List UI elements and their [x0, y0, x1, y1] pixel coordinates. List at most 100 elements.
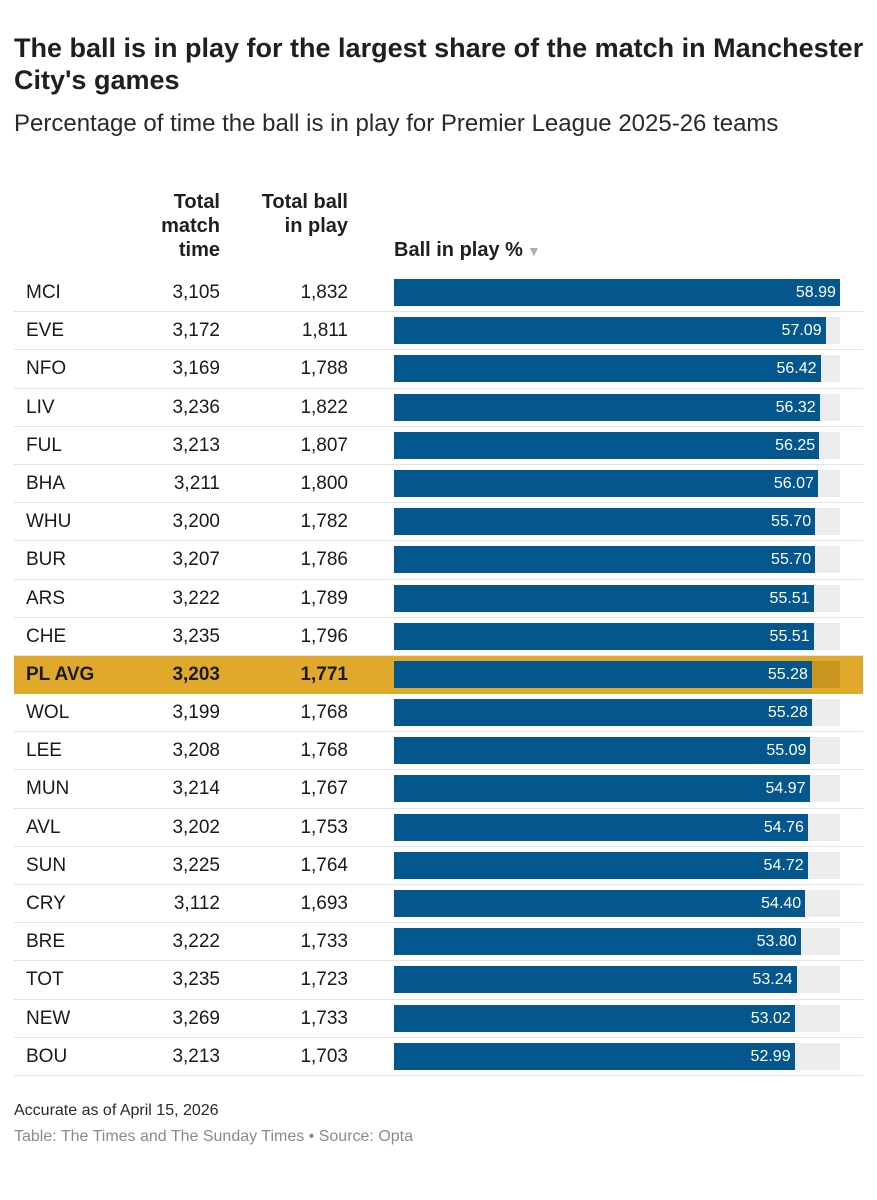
bar: 54.97 [394, 775, 810, 803]
sort-descending-icon[interactable]: ▼ [526, 243, 541, 259]
table-row: TOT 3,235 1,723 53.24 [14, 961, 863, 1000]
bar: 56.42 [394, 355, 821, 383]
column-header-ball-in-play-pct[interactable]: Ball in play % ▼ [394, 238, 694, 263]
team-name: CHE [26, 625, 67, 647]
table-row: BOU 3,213 1,703 52.99 [14, 1038, 863, 1076]
team-name: LIV [26, 396, 55, 418]
table-row: CHE 3,235 1,796 55.51 [14, 618, 863, 656]
table-row: BHA 3,211 1,800 56.07 [14, 465, 863, 504]
match-time-value: 3,207 [172, 549, 220, 571]
team-name: WHU [26, 511, 72, 533]
bar-track: 54.72 [394, 851, 840, 879]
team-name: NFO [26, 358, 67, 380]
table-row: NFO 3,169 1,788 56.42 [14, 350, 863, 389]
match-time-value: 3,225 [172, 854, 220, 876]
ball-in-play-value: 1,796 [300, 625, 348, 647]
bar-value-label: 55.70 [771, 513, 812, 531]
ball-in-play-value: 1,789 [300, 587, 348, 609]
bar-value-label: 56.32 [775, 398, 816, 416]
bar: 55.51 [394, 584, 814, 612]
table-row: EVE 3,172 1,811 57.09 [14, 312, 863, 351]
bar: 53.80 [394, 928, 801, 956]
bar: 55.70 [394, 508, 816, 536]
bar-track: 56.07 [394, 469, 840, 497]
bar: 54.72 [394, 851, 808, 879]
bar-track: 55.70 [394, 508, 840, 536]
column-header-pct-label: Ball in play % [394, 239, 523, 261]
team-name: WOL [26, 702, 70, 724]
bar: 56.07 [394, 469, 818, 497]
team-name: MUN [26, 778, 70, 800]
match-time-value: 3,199 [172, 702, 220, 724]
bar: 58.99 [394, 279, 840, 306]
bar: 55.70 [394, 546, 816, 574]
match-time-value: 3,211 [173, 472, 220, 494]
team-name: LEE [26, 740, 62, 762]
bar: 53.02 [394, 1004, 795, 1032]
table-row: WHU 3,200 1,782 55.70 [14, 503, 863, 542]
chart-title: The ball is in play for the largest shar… [14, 33, 864, 95]
ball-in-play-value: 1,753 [300, 816, 348, 838]
ball-in-play-value: 1,807 [300, 434, 348, 456]
ball-in-play-value: 1,811 [301, 320, 348, 342]
table-row-average: PL AVG 3,203 1,771 55.28 [14, 655, 863, 695]
match-time-value: 3,235 [172, 969, 220, 991]
bar-value-label: 54.72 [763, 856, 804, 874]
bar: 56.32 [394, 393, 820, 421]
match-time-value: 3,235 [172, 625, 220, 647]
ball-in-play-value: 1,788 [300, 358, 348, 380]
match-time-value: 3,269 [172, 1007, 220, 1029]
match-time-value: 3,222 [172, 587, 220, 609]
team-name: AVL [26, 816, 61, 838]
team-name: BOU [26, 1045, 68, 1067]
team-name: ARS [26, 587, 66, 609]
table-row: ARS 3,222 1,789 55.51 [14, 580, 863, 618]
bar-track: 57.09 [394, 317, 840, 345]
ball-in-play-value: 1,800 [300, 472, 348, 494]
bar: 55.28 [394, 699, 812, 727]
bar-value-label: 53.02 [750, 1009, 791, 1027]
ball-in-play-value: 1,832 [300, 282, 348, 303]
table-row: FUL 3,213 1,807 56.25 [14, 427, 863, 465]
match-time-value: 3,202 [172, 816, 220, 838]
bar-value-label: 54.76 [763, 818, 804, 836]
ball-in-play-value: 1,723 [300, 969, 348, 991]
bar-value-label: 57.09 [781, 322, 822, 340]
ball-in-play-value: 1,693 [300, 893, 348, 914]
bar: 53.24 [394, 966, 797, 994]
bar-track: 54.97 [394, 775, 840, 803]
column-header-match-time[interactable]: Total match time [161, 191, 220, 261]
match-time-value: 3,236 [172, 396, 220, 418]
table-row: CRY 3,112 1,693 54.40 [14, 885, 863, 924]
bar: 56.25 [394, 431, 820, 459]
bar-value-label: 53.80 [756, 933, 797, 951]
bar-value-label: 53.24 [752, 971, 793, 989]
bar-value-label: 58.99 [795, 284, 836, 301]
bar-track: 55.70 [394, 546, 840, 574]
match-time-value: 3,105 [172, 282, 220, 303]
bar: 54.40 [394, 890, 806, 917]
match-time-value: 3,213 [172, 1045, 220, 1067]
bar-track: 55.28 [394, 699, 840, 727]
team-name: SUN [26, 854, 67, 876]
table-body: MCI 3,105 1,832 58.99 EVE 3,172 1,811 57.09 NFO 3… [14, 274, 863, 1076]
ball-in-play-value: 1,768 [300, 702, 348, 724]
footer-note: Accurate as of April 15, 2026 [14, 1102, 219, 1119]
bar: 57.09 [394, 317, 826, 345]
bar-track: 54.76 [394, 813, 840, 841]
bar-value-label: 55.28 [767, 704, 808, 722]
column-header-ball-in-play[interactable]: Total ball in play [261, 191, 348, 237]
ball-in-play-value: 1,733 [300, 1007, 348, 1029]
bar: 55.28 [394, 660, 812, 688]
team-name: BUR [26, 549, 67, 571]
ball-in-play-value: 1,786 [300, 549, 348, 571]
match-time-value: 3,208 [172, 740, 220, 762]
bar: 54.76 [394, 813, 808, 841]
match-time-value: 3,213 [172, 434, 220, 456]
team-name: FUL [26, 434, 62, 456]
footer-credit: Table: The Times and The Sunday Times • … [14, 1128, 413, 1145]
bar-track: 54.40 [394, 890, 840, 917]
table-row: MCI 3,105 1,832 58.99 [14, 274, 863, 313]
bar-track: 58.99 [394, 279, 840, 306]
ball-in-play-value: 1,764 [300, 854, 348, 876]
